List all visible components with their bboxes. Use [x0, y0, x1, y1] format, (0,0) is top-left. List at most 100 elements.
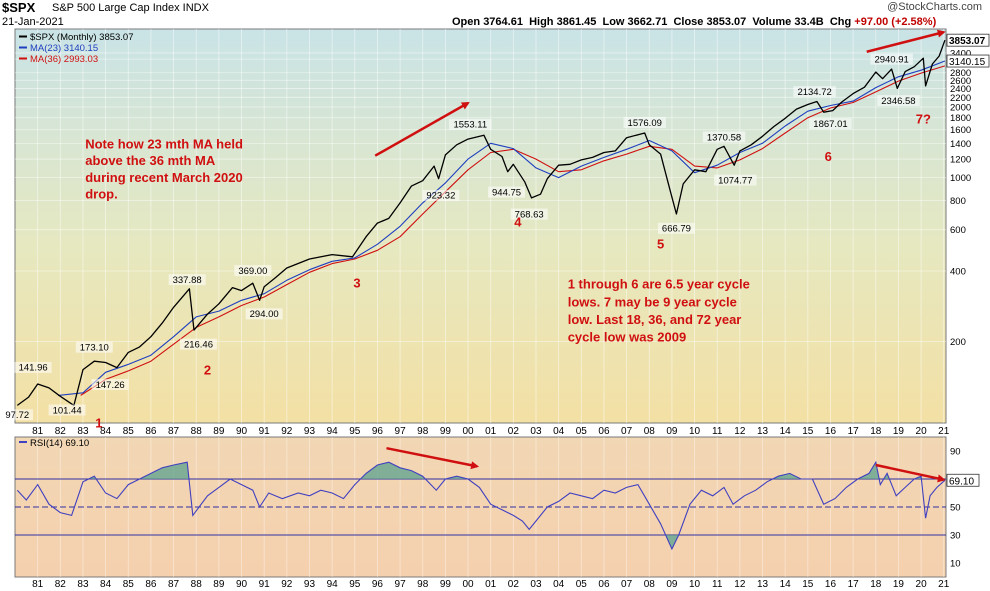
price-y-tick-label: 200: [950, 337, 966, 348]
rsi-legend-label: RSI(14) 69.10: [30, 438, 89, 449]
price-x-tick-label: 02: [508, 426, 520, 437]
cycle-low-label: 3: [353, 276, 360, 291]
rsi-x-tick-label: 03: [530, 579, 542, 590]
price-x-tick-label: 85: [123, 426, 135, 437]
price-label: 294.00: [250, 309, 279, 320]
rsi-x-tick-label: 05: [576, 579, 588, 590]
price-y-tick-label: 1400: [950, 139, 971, 150]
price-label-box: [1, 409, 34, 421]
price-y-tick-label: 2400: [950, 84, 971, 95]
price-x-tick-label: 88: [191, 426, 203, 437]
price-x-tick-label: 19: [893, 426, 905, 437]
rsi-x-tick-label: 01: [485, 579, 497, 590]
price-panel-background: [14, 28, 947, 424]
price-x-tick-label: 82: [55, 426, 67, 437]
price-label: 2134.72: [797, 87, 831, 98]
annotation-text: cycle low was 2009: [568, 330, 687, 345]
last-price-label: 3853.07: [949, 36, 986, 47]
price-x-tick-label: 94: [327, 426, 339, 437]
price-x-tick-label: 93: [304, 426, 316, 437]
rsi-x-tick-label: 18: [870, 579, 882, 590]
rsi-x-tick-label: 09: [666, 579, 678, 590]
cycle-low-label: 7?: [916, 112, 931, 127]
price-label-box: [75, 341, 113, 353]
price-y-tick-label: 2600: [950, 76, 971, 87]
rsi-x-tick-label: 11: [712, 579, 723, 590]
annotation-text: low. Last 18, 36, and 72 year: [568, 312, 742, 327]
rsi-x-tick-label: 95: [349, 579, 361, 590]
rsi-x-tick-label: 16: [825, 579, 837, 590]
price-x-tick-label: 03: [530, 426, 542, 437]
price-x-tick-label: 91: [259, 426, 271, 437]
price-trend-arrow: [866, 29, 946, 53]
rsi-y-tick-label: 30: [950, 531, 961, 542]
rsi-x-tick-label: 08: [644, 579, 656, 590]
last-price-label: 3140.15: [949, 57, 986, 68]
price-y-tick-label: 1600: [950, 125, 971, 136]
price-label-box: [793, 86, 836, 98]
rsi-x-tick-label: 02: [508, 579, 520, 590]
close-value: 3853.07: [706, 16, 747, 28]
rsi-x-tick-label: 17: [848, 579, 860, 590]
rsi-x-tick-label: 97: [395, 579, 407, 590]
chart-index-name: S&P 500 Large Cap Index INDX: [52, 2, 209, 14]
rsi-last-value-box: [946, 473, 980, 487]
price-x-tick-label: 06: [598, 426, 610, 437]
price-label: 768.63: [515, 209, 544, 220]
annotation-text: lows. 7 may be 9 year cycle: [568, 294, 737, 309]
price-label: 2346.58: [881, 96, 915, 107]
price-y-tick-label: 2200: [950, 93, 971, 104]
cycle-low-label: 4: [514, 214, 522, 229]
price-x-tick-label: 90: [236, 426, 248, 437]
stockcharts-watermark[interactable]: @StockCharts.com: [887, 1, 982, 13]
price-label: 2940.91: [874, 54, 908, 65]
price-x-tick-label: 04: [553, 426, 565, 437]
price-x-tick-label: 86: [145, 426, 157, 437]
price-x-tick-label: 20: [916, 426, 928, 437]
chart-symbol: $SPX: [2, 0, 36, 15]
rsi-x-tick-label: 89: [213, 579, 225, 590]
price-x-tick-label: 98: [417, 426, 429, 437]
price-x-tick-label: 21: [938, 426, 950, 437]
rsi-x-tick-label: 90: [236, 579, 248, 590]
price-x-tick-label: 07: [621, 426, 633, 437]
rsi-y-tick-label: 90: [950, 447, 961, 458]
last-price-box: [946, 33, 990, 47]
chart-date: 21-Jan-2021: [2, 16, 64, 28]
price-label-box: [179, 338, 217, 350]
price-label-box: [714, 174, 757, 186]
price-y-tick-label: 600: [950, 225, 966, 236]
price-y-tick-label: 3400: [950, 48, 971, 59]
price-x-tick-label: 05: [576, 426, 588, 437]
price-x-tick-label: 97: [395, 426, 407, 437]
price-label-box: [14, 361, 52, 373]
rsi-x-tick-label: 00: [462, 579, 474, 590]
price-label-box: [48, 404, 86, 416]
rsi-x-tick-label: 82: [55, 579, 67, 590]
price-label: 1576.09: [628, 118, 662, 129]
close-label: Close: [673, 16, 704, 28]
price-label: 1867.01: [813, 119, 847, 130]
price-label: 666.79: [662, 224, 691, 235]
volume-value: 33.4B: [794, 16, 824, 28]
price-x-tick-label: 83: [77, 426, 89, 437]
rsi-x-tick-label: 93: [304, 579, 316, 590]
price-y-tick-label: 800: [950, 196, 966, 207]
price-y-tick-label: 2800: [950, 68, 971, 79]
rsi-x-tick-label: 19: [893, 579, 905, 590]
rsi-x-tick-label: 81: [32, 579, 44, 590]
price-label: 1370.58: [707, 132, 741, 143]
ohlc-summary: Open 3764.61 High 3861.45 Low 3662.71 Cl…: [452, 16, 936, 28]
price-label-box: [510, 208, 548, 220]
low-label: Low: [602, 16, 625, 28]
rsi-x-tick-label: 86: [145, 579, 157, 590]
cycle-low-label: 5: [657, 236, 664, 251]
price-label-box: [870, 53, 913, 65]
price-x-tick-label: 11: [712, 426, 723, 437]
annotation-text: drop.: [85, 186, 118, 201]
change-value: +97.00 (+2.58%): [854, 16, 937, 28]
rsi-series-line: [16, 460, 946, 551]
price-label-box: [488, 186, 526, 198]
rsi-x-tick-label: 94: [327, 579, 339, 590]
annotation-text: Note how 23 mth MA held: [85, 137, 243, 152]
